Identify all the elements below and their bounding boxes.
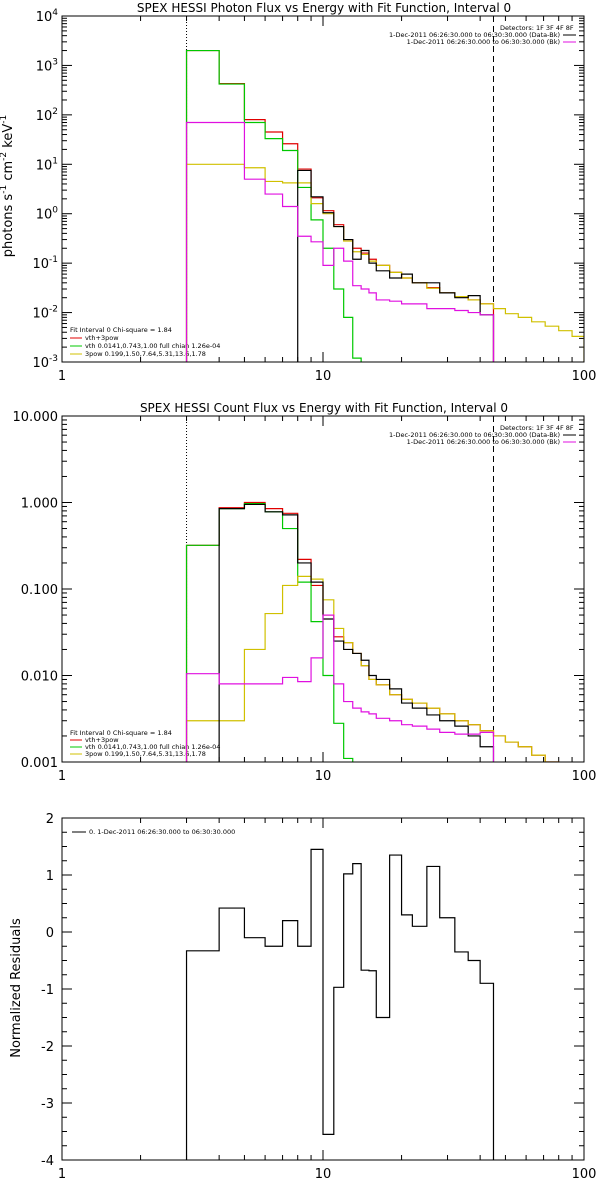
x-tick-label: 100: [572, 769, 597, 784]
x-tick-label: 10: [315, 1167, 332, 1182]
x-axis-ticks: 1 10 100: [58, 818, 597, 1182]
y-tick-label: 1: [46, 869, 54, 884]
residuals-y-axis-label: Normalized Residuals: [9, 918, 24, 1058]
legend-header: Detectors: 1F 3F 4F 8F: [500, 24, 574, 32]
series-line-data-bk: [297, 169, 495, 362]
plot-frame: [61, 15, 585, 363]
photon-flux-legend-bottom-left: Fit Interval 0 Chi-square = 1.84 vth+3po…: [70, 326, 220, 358]
x-tick-label: 10: [315, 769, 332, 784]
series-line-3pow: [185, 575, 560, 762]
y-tick-label: 10-2: [32, 305, 58, 322]
series-line-vth-3pow: [185, 49, 495, 362]
y-tick-label: 103: [36, 57, 58, 74]
y-tick-label: -3: [41, 1097, 54, 1112]
x-tick-label: 1: [58, 1167, 66, 1182]
y-tick-label: 1.000: [21, 497, 58, 512]
series-group: [185, 49, 584, 362]
y-tick-label: 101: [36, 156, 58, 173]
series-line-bk: [185, 121, 495, 362]
count-flux-panel: SPEX HESSI Count Flux vs Energy with Fit…: [13, 401, 597, 784]
y-tick-label: 0.100: [21, 583, 58, 598]
legend-entry-data-bk: 1-Dec-2011 06:26:30.000 to 06:30:30.000 …: [389, 431, 560, 439]
legend-entry-vth-3pow: vth+3pow: [85, 334, 119, 342]
legend-entry-residual: 0. 1-Dec-2011 06:26:30.000 to 06:30:30.0…: [89, 828, 235, 836]
y-tick-label: 102: [36, 107, 58, 124]
y-tick-label: 2: [46, 812, 54, 827]
legend-fit-header: Fit Interval 0 Chi-square = 1.84: [70, 326, 172, 334]
y-tick-label: 10-1: [32, 255, 58, 272]
y-axis-ticks: 0.001 0.010 0.100 1.000 10.000: [13, 410, 584, 771]
y-tick-label: -2: [41, 1040, 54, 1055]
y-tick-label: 0.010: [21, 670, 58, 685]
series-group: [185, 848, 495, 1160]
legend-entry-vth: vth 0.0141,0.743,1.00 full chian 1.26e-0…: [85, 342, 220, 350]
y-tick-label: 0: [46, 926, 54, 941]
y-tick-label: 10-3: [32, 354, 58, 371]
series-line-vth-3pow: [185, 501, 560, 762]
y-tick-label: 104: [36, 8, 59, 25]
count-flux-legend-bottom-left: Fit Interval 0 Chi-square = 1.84 vth+3po…: [70, 729, 220, 758]
photon-flux-legend-top-right: Detectors: 1F 3F 4F 8F 1-Dec-2011 06:26:…: [389, 24, 576, 46]
x-axis-ticks: 1 10 100: [58, 416, 597, 784]
series-line-bk: [185, 614, 495, 762]
legend-entry-bk: 1-Dec-2011 06:26:30.000 to 06:30:30.000 …: [407, 438, 560, 446]
legend-entry-3pow: 3pow 0.199,1.50,7.64,5.31,13.6,1.78: [85, 350, 206, 358]
series-line-data-bk: [218, 503, 495, 762]
series-line-0-1-dec-2011-06-26-30-000-to-06-30-30-000: [185, 848, 495, 1160]
series-group: [185, 501, 560, 762]
legend-entry-data-bk: 1-Dec-2011 06:26:30.000 to 06:30:30.000 …: [389, 31, 560, 39]
count-flux-legend-top-right: Detectors: 1F 3F 4F 8F 1-Dec-2011 06:26:…: [389, 424, 576, 446]
legend-entry-3pow: 3pow 0.199,1.50,7.64,5.31,13.6,1.78: [85, 750, 206, 758]
photon-flux-panel: SPEX HESSI Photon Flux vs Energy with Fi…: [0, 1, 596, 384]
y-tick-label: 10.000: [13, 410, 59, 425]
x-tick-label: 100: [572, 369, 597, 384]
plot-frame: [61, 817, 585, 1161]
legend-entry-bk: 1-Dec-2011 06:26:30.000 to 06:30:30.000 …: [407, 38, 560, 46]
y-tick-label: -1: [41, 983, 54, 998]
y-axis-ticks: 10-3 10-2 10-1 100 101 102 103 104: [32, 8, 584, 371]
photon-flux-y-axis-label: photons s-1 cm-2 keV-1: [0, 115, 16, 257]
plot-frame: [61, 415, 585, 763]
legend-fit-header: Fit Interval 0 Chi-square = 1.84: [70, 729, 172, 737]
residuals-legend: 0. 1-Dec-2011 06:26:30.000 to 06:30:30.0…: [72, 828, 235, 836]
series-line-vth: [185, 49, 362, 362]
y-tick-label: 100: [36, 206, 59, 223]
x-tick-label: 1: [58, 769, 66, 784]
legend-header: Detectors: 1F 3F 4F 8F: [500, 424, 574, 432]
x-tick-label: 10: [315, 369, 332, 384]
y-tick-label: -4: [41, 1154, 54, 1169]
count-flux-title: SPEX HESSI Count Flux vs Energy with Fit…: [140, 401, 508, 415]
legend-entry-vth-3pow: vth+3pow: [85, 736, 119, 744]
series-line-vth: [185, 503, 354, 762]
series-line-3pow: [185, 163, 584, 362]
legend-entry-vth: vth 0.0141,0.743,1.00 full chian 1.26e-0…: [85, 743, 220, 751]
y-tick-label: 0.001: [21, 756, 58, 771]
x-tick-label: 100: [572, 1167, 597, 1182]
residuals-panel: Normalized Residuals 0. 1-Dec-2011 06:26…: [9, 812, 596, 1182]
photon-flux-title: SPEX HESSI Photon Flux vs Energy with Fi…: [137, 1, 511, 15]
x-tick-label: 1: [58, 369, 66, 384]
y-axis-ticks: -4 -3 -2 -1 0 1 2: [41, 812, 584, 1169]
